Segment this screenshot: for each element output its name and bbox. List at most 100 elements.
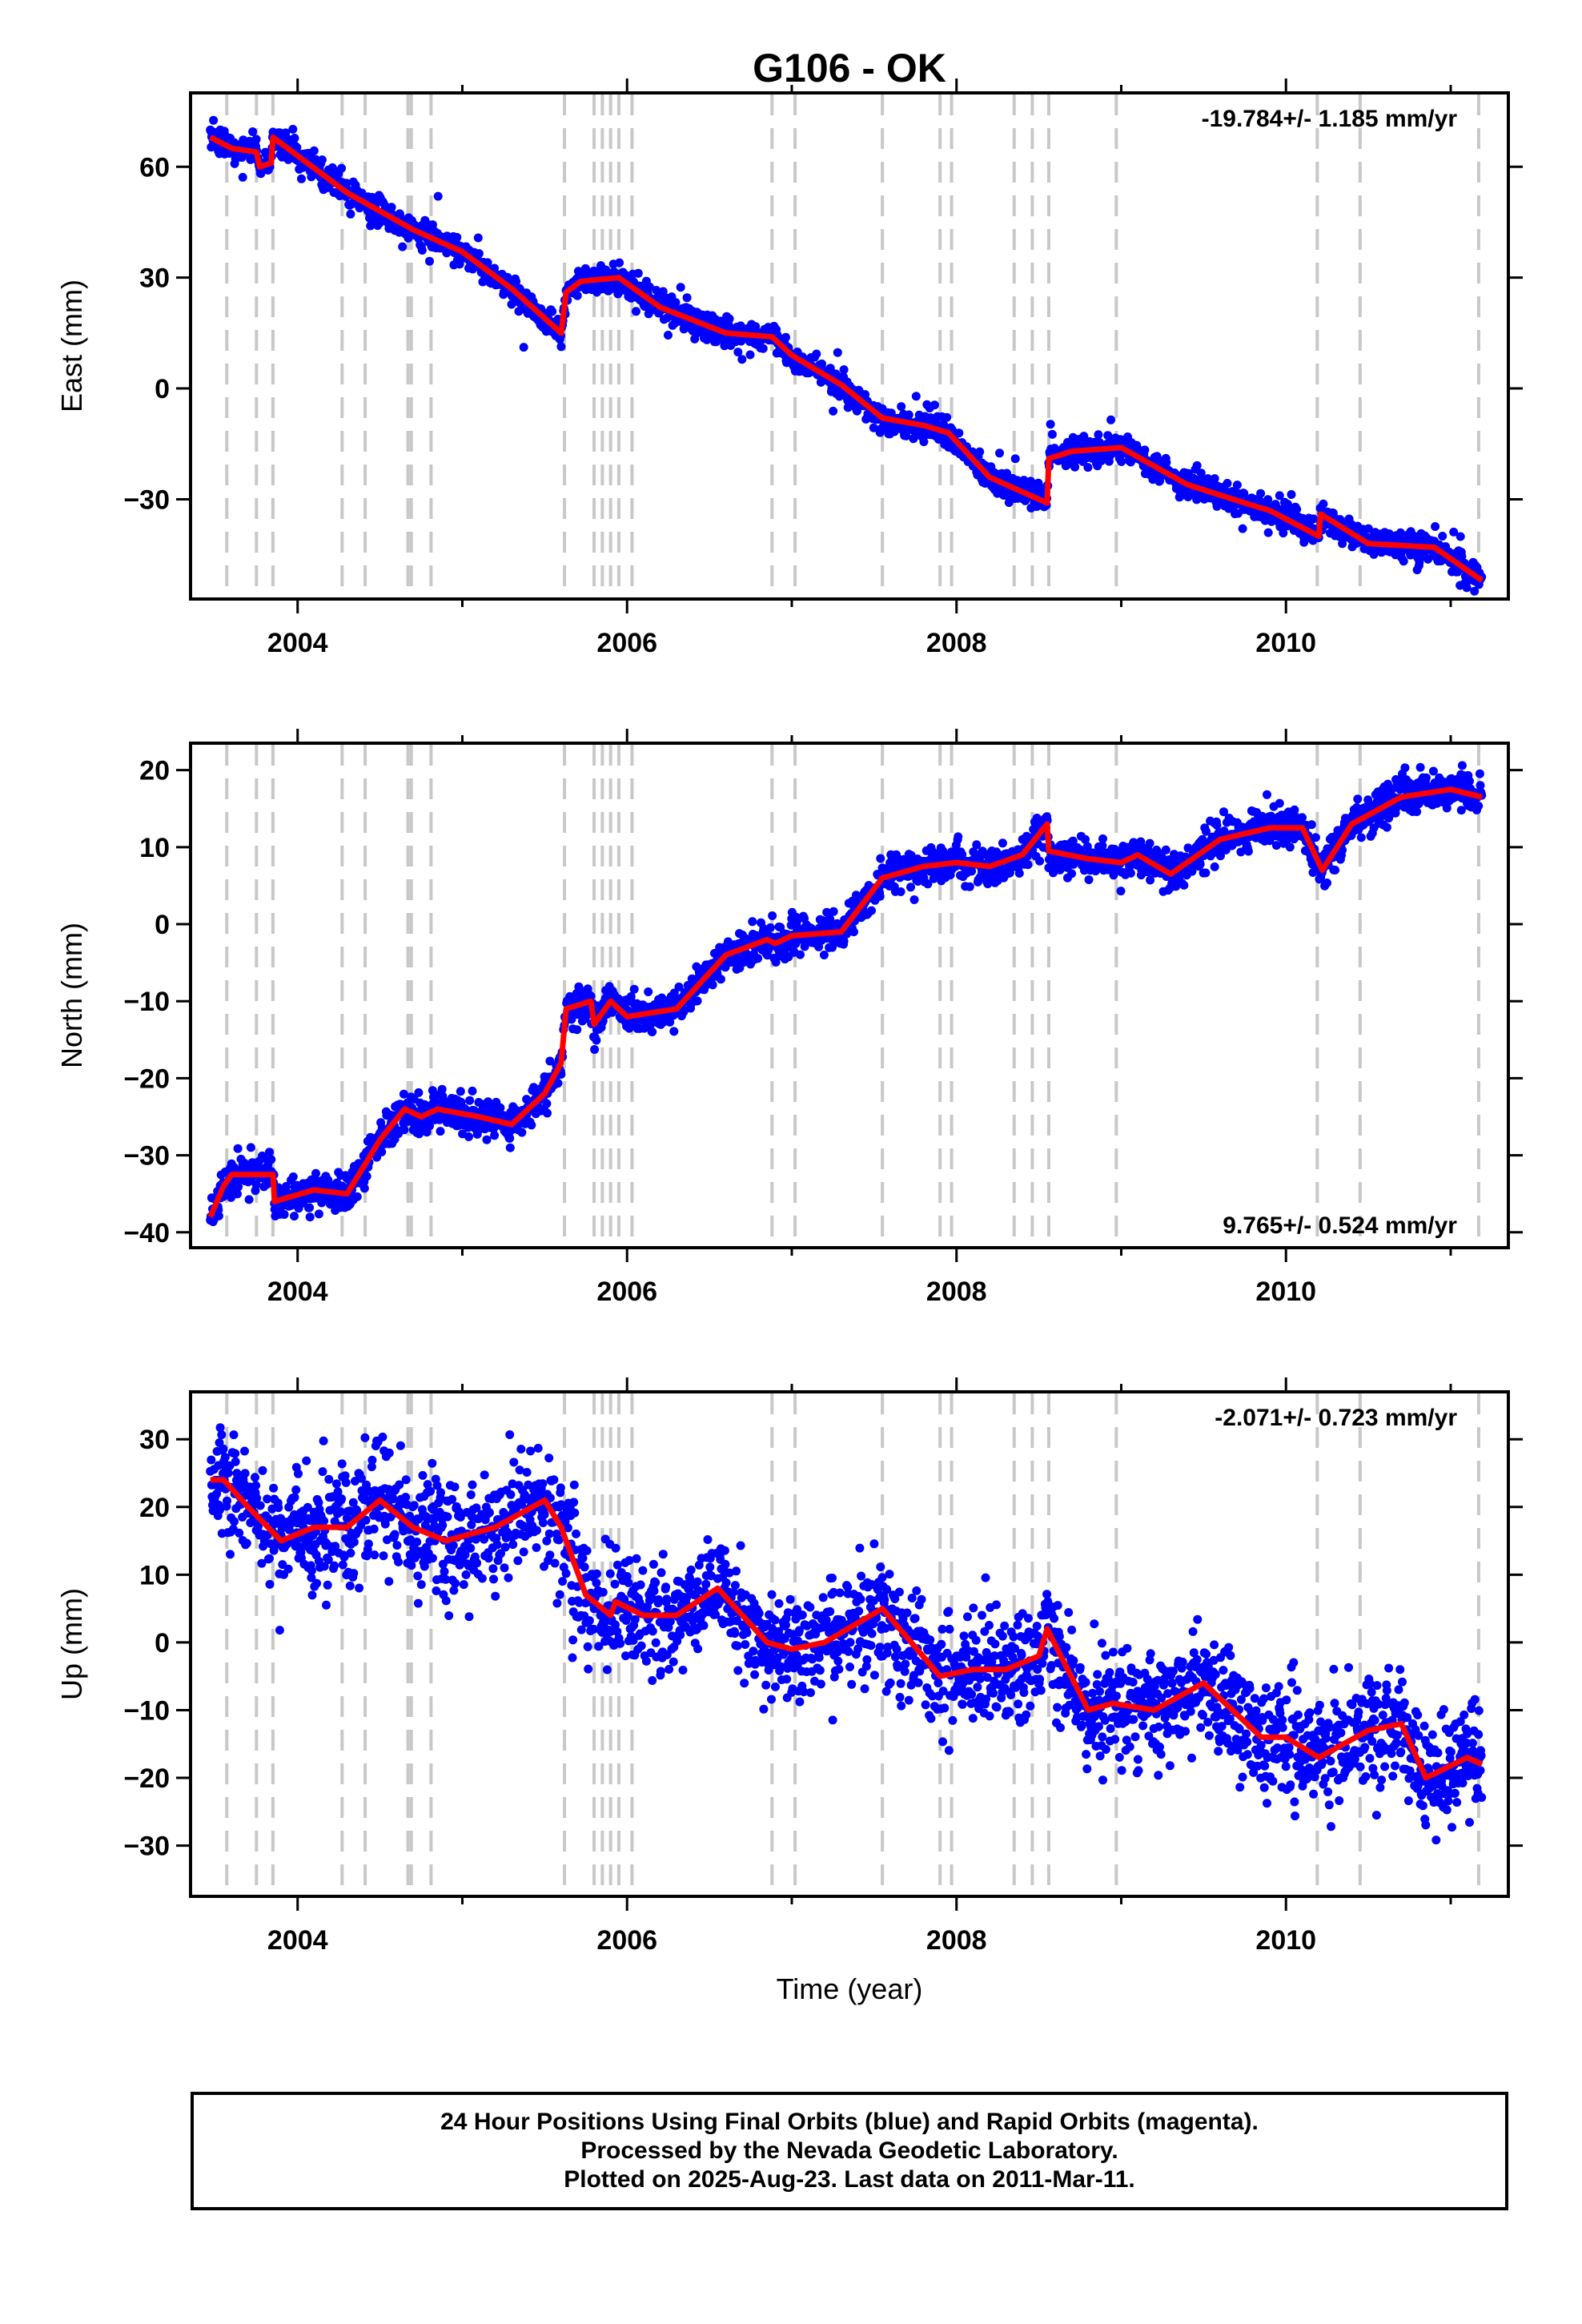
data-point <box>314 1209 323 1219</box>
data-point <box>297 174 306 183</box>
data-point <box>417 246 427 255</box>
data-point <box>1035 856 1045 866</box>
data-point <box>1256 489 1266 498</box>
data-point <box>1152 452 1162 461</box>
data-point <box>464 1132 473 1141</box>
data-point <box>1275 798 1284 808</box>
data-points <box>206 761 1487 1227</box>
data-point <box>1179 880 1189 890</box>
y-axis-label: East (mm) <box>55 279 88 412</box>
data-point <box>1145 838 1154 848</box>
data-point <box>543 1108 552 1118</box>
data-point <box>572 291 582 300</box>
data-point <box>572 1025 582 1035</box>
data-point <box>414 1088 424 1097</box>
data-point <box>496 1103 505 1112</box>
data-point <box>682 293 692 303</box>
data-point <box>474 249 484 259</box>
data-point <box>1311 833 1320 842</box>
data-point <box>676 283 685 292</box>
data-point <box>468 1086 477 1096</box>
data-point <box>398 242 408 251</box>
x-tick-label: 2006 <box>596 628 657 658</box>
data-point <box>592 1035 601 1045</box>
data-point <box>1400 763 1410 773</box>
data-point <box>708 980 717 990</box>
data-point <box>1094 430 1103 440</box>
data-point <box>875 891 885 901</box>
data-point <box>765 923 775 932</box>
data-point <box>1014 869 1024 878</box>
data-point <box>819 951 829 959</box>
data-point <box>633 268 643 278</box>
data-point <box>387 203 396 212</box>
data-point <box>1412 807 1422 817</box>
data-point <box>244 1195 254 1204</box>
data-point <box>1023 860 1033 870</box>
data-point <box>362 1172 371 1181</box>
data-point <box>527 1120 536 1130</box>
data-point <box>542 1099 552 1108</box>
data-point <box>745 350 755 360</box>
data-point <box>909 895 919 904</box>
data-point <box>1192 460 1202 470</box>
data-point <box>1307 820 1316 830</box>
data-point <box>279 1210 289 1219</box>
data-point <box>1238 524 1247 533</box>
data-point <box>825 364 835 373</box>
x-tick-label: 2008 <box>926 628 987 658</box>
data-point <box>1431 522 1440 531</box>
data-point <box>505 1133 515 1143</box>
data-point <box>490 1131 500 1140</box>
rate-annotation: -19.784+/- 1.185 mm/yr <box>1202 106 1458 132</box>
data-point <box>919 437 929 447</box>
data-point <box>1323 879 1331 887</box>
data-point <box>246 1143 255 1152</box>
data-point <box>716 975 725 984</box>
data-point <box>1428 766 1438 776</box>
data-point <box>556 342 566 352</box>
data-point <box>867 906 876 915</box>
data-point <box>209 115 219 125</box>
data-point <box>615 258 624 267</box>
data-point <box>897 402 906 412</box>
data-point <box>292 143 302 152</box>
data-point <box>839 365 849 375</box>
data-point <box>1047 429 1057 439</box>
data-point <box>829 907 838 916</box>
data-point <box>290 134 299 143</box>
data-point <box>1421 773 1431 782</box>
data-point <box>998 838 1007 848</box>
data-point <box>1223 479 1232 488</box>
data-point <box>725 314 734 324</box>
data-point <box>751 322 761 332</box>
data-point <box>352 1192 362 1201</box>
data-point <box>512 277 521 286</box>
x-tick-label: 2004 <box>267 628 328 658</box>
data-point <box>768 911 777 920</box>
data-point <box>648 1027 657 1036</box>
data-point <box>1415 762 1425 772</box>
data-point <box>906 883 915 892</box>
data-point <box>896 887 905 896</box>
data-point <box>456 1087 465 1096</box>
data-point <box>995 448 1004 458</box>
data-point <box>1106 415 1116 424</box>
data-point <box>519 343 528 352</box>
data-point <box>248 127 258 136</box>
data-point <box>346 209 355 219</box>
data-point <box>377 1148 387 1156</box>
data-point <box>942 412 952 422</box>
data-point <box>1046 420 1055 429</box>
y-tick-label: 60 <box>139 152 170 183</box>
data-point <box>644 987 653 996</box>
data-point <box>975 447 985 456</box>
data-point <box>737 355 747 364</box>
data-point <box>853 406 861 416</box>
y-tick-label: 0 <box>155 374 170 404</box>
data-point <box>400 1125 409 1135</box>
data-point <box>1140 445 1150 455</box>
data-point <box>1195 859 1205 869</box>
data-point <box>1083 463 1093 472</box>
data-point <box>965 882 974 891</box>
